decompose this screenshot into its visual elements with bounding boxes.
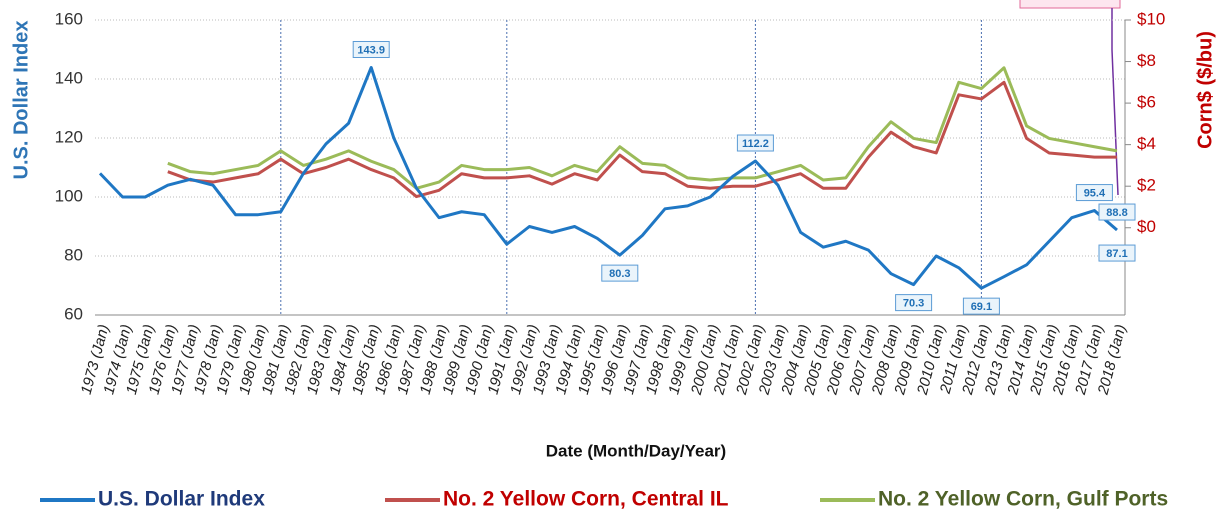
y-tick-label: 160: [55, 9, 83, 28]
y-axis-title: U.S. Dollar Index: [10, 21, 32, 180]
y-tick-label: 120: [55, 127, 83, 146]
annotation-box: [736, 134, 774, 152]
annotation-label: 95.4: [1084, 187, 1106, 199]
y2-axis-title: Corn$ ($/bu): [1194, 31, 1216, 149]
y2-tick-label: $10: [1137, 9, 1165, 28]
annotation-box: [352, 40, 390, 58]
annotation-label: 112.2: [742, 138, 769, 150]
annotation-box: [1075, 184, 1113, 202]
annotation-box: [1098, 203, 1136, 221]
legend-label: No. 2 Yellow Corn, Gulf Ports: [878, 488, 1168, 511]
annotation-label: 87.1: [1106, 248, 1127, 260]
y-tick-label: 140: [55, 68, 83, 87]
annotation-box: [962, 297, 1000, 315]
annotation-label: 80.3: [609, 268, 630, 280]
annotation-label: 69.1: [971, 301, 992, 313]
annotation-label: 70.3: [903, 298, 924, 310]
annotation-box: [1098, 244, 1136, 262]
series-line: [98, 65, 1118, 290]
series-line: [167, 80, 1117, 199]
callout-arrow: [1111, 49, 1119, 196]
y2-tick-label: $8: [1137, 51, 1156, 70]
callout-box: [1019, 0, 1121, 9]
y-tick-label: 80: [64, 245, 83, 264]
annotation-box: [895, 294, 933, 312]
legend-label: U.S. Dollar Index: [98, 488, 265, 511]
annotation-box: [601, 264, 639, 282]
y-tick-label: 100: [55, 186, 83, 205]
y2-tick-label: $6: [1137, 93, 1156, 112]
y2-tick-label: $4: [1137, 134, 1156, 153]
x-axis-title: Date (Month/Day/Year): [546, 441, 726, 460]
annotation-label: 143.9: [357, 44, 385, 56]
y2-tick-label: $0: [1137, 217, 1156, 236]
y2-tick-label: $2: [1137, 176, 1156, 195]
annotation-label: 88.8: [1106, 207, 1127, 219]
legend-label: No. 2 Yellow Corn, Central IL: [443, 488, 729, 511]
y-tick-label: 60: [64, 304, 83, 323]
series-line: [167, 66, 1118, 190]
